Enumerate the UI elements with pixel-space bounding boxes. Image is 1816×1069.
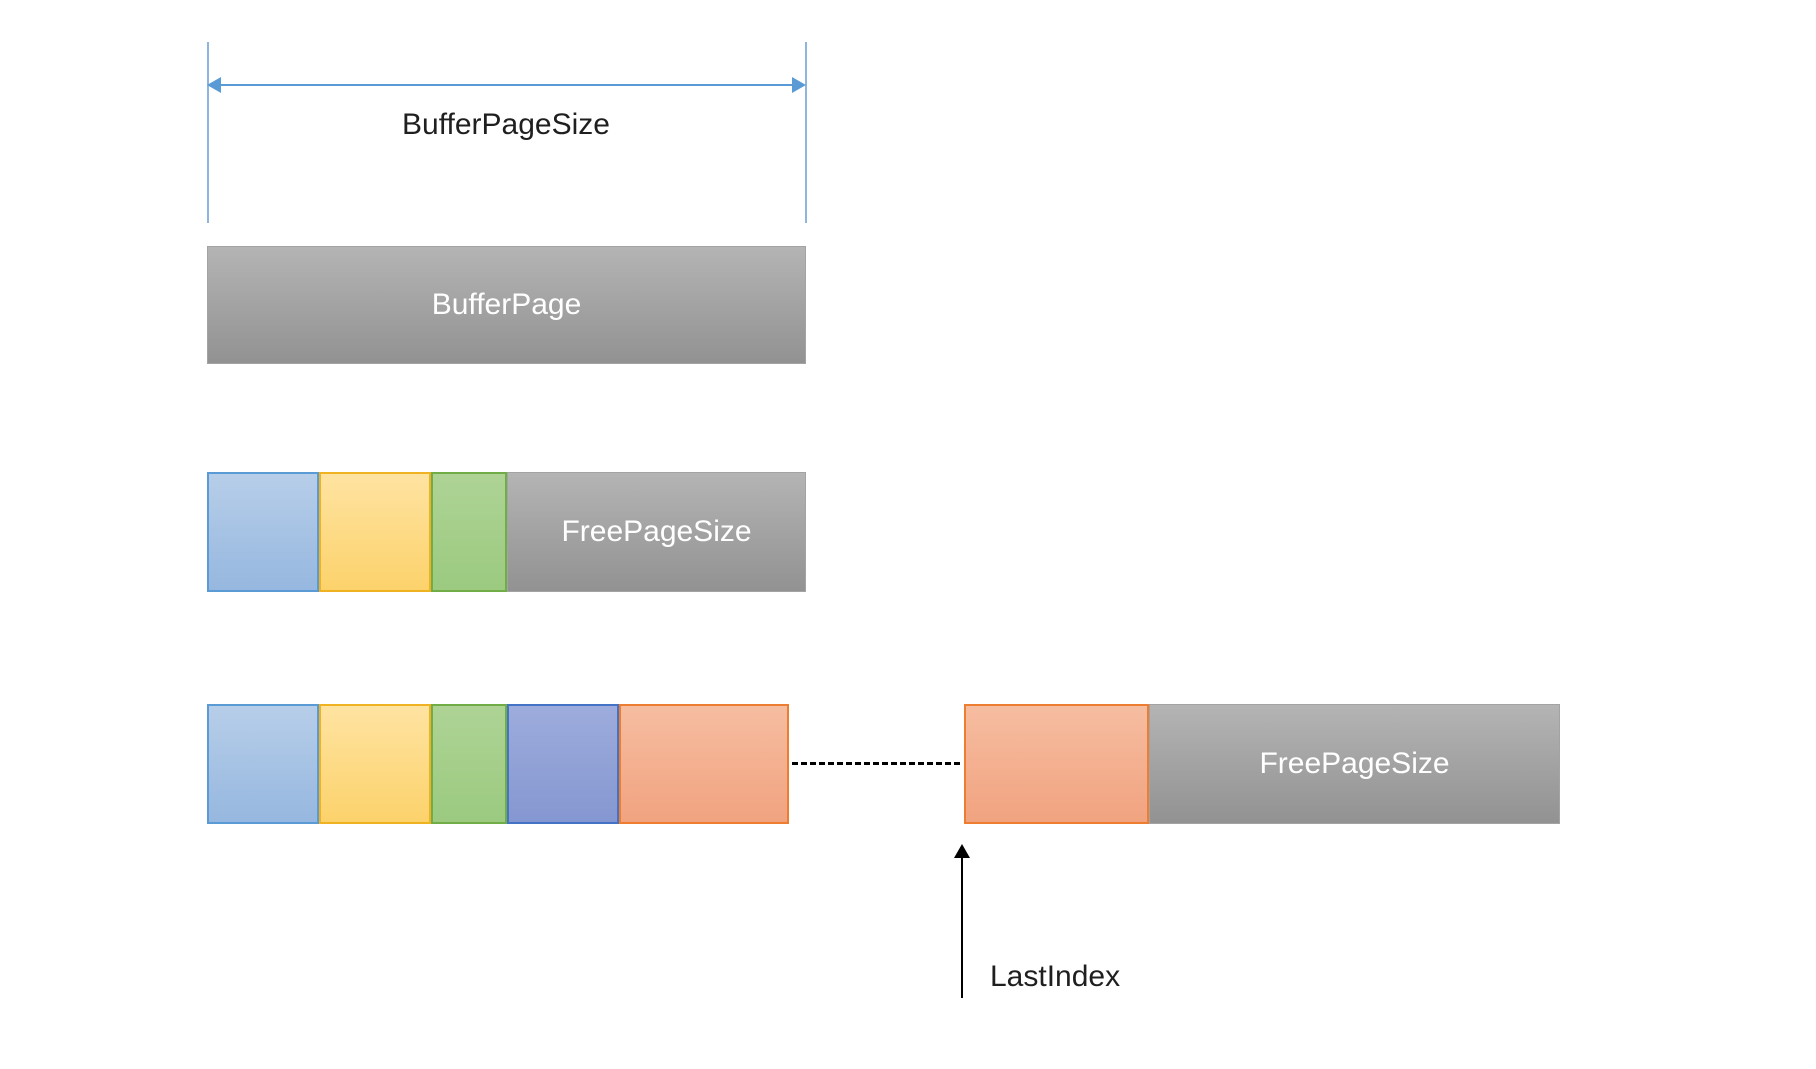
tail-page-row: FreePageSize <box>964 704 1560 824</box>
buffer-page-row: BufferPage <box>207 246 806 364</box>
dashed-connector-line <box>792 762 960 765</box>
cell-label: BufferPage <box>431 288 582 321</box>
bufferpagesize-label: BufferPageSize <box>402 108 610 141</box>
page-cell-yellow <box>319 704 431 824</box>
left-extent-line <box>207 42 209 223</box>
width-arrow <box>220 84 794 86</box>
arrowhead-right-icon <box>792 77 806 93</box>
page-cell-blue <box>207 472 319 592</box>
used-page-row <box>207 704 789 824</box>
buffer-page-box: BufferPage <box>207 246 806 364</box>
cell-label: FreePageSize <box>561 515 752 548</box>
right-extent-line <box>805 42 807 223</box>
page-cell-blue <box>207 704 319 824</box>
free-page-row: FreePageSize <box>207 472 806 592</box>
page-cell-orange <box>964 704 1149 824</box>
page-cell-green <box>431 704 507 824</box>
page-cell-yellow <box>319 472 431 592</box>
free-page-size-box: FreePageSize <box>1149 704 1560 824</box>
lastindex-label: LastIndex <box>990 960 1121 993</box>
page-cell-orange <box>619 704 789 824</box>
arrowhead-left-icon <box>207 77 221 93</box>
page-cell-green <box>431 472 507 592</box>
free-page-size-box: FreePageSize <box>507 472 806 592</box>
page-cell-purple <box>507 704 619 824</box>
lastindex-arrow <box>961 856 963 998</box>
arrowhead-up-icon <box>954 844 970 858</box>
cell-label: FreePageSize <box>1259 747 1450 780</box>
